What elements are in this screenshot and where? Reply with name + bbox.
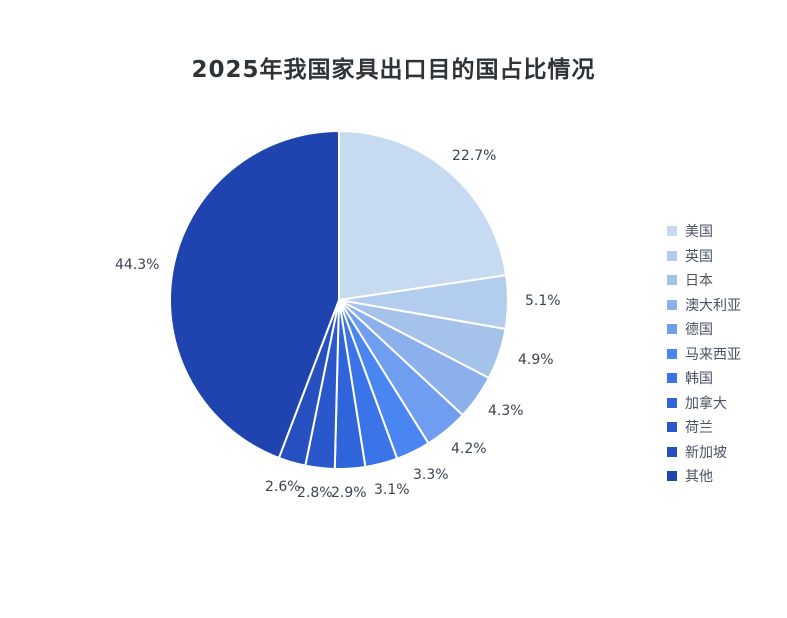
legend-swatch-icon — [667, 373, 677, 384]
legend-item: 马来西亚 — [667, 342, 741, 367]
slice-label: 4.3% — [488, 403, 524, 419]
pie-slice-10 — [169, 129, 340, 460]
legend-label: 美国 — [685, 224, 713, 241]
legend-label: 新加坡 — [685, 444, 727, 461]
legend-label: 韩国 — [685, 371, 713, 388]
slice-label: 3.3% — [413, 467, 449, 483]
legend-label: 荷兰 — [685, 420, 713, 437]
legend-item: 加拿大 — [667, 391, 741, 416]
legend-item: 澳大利亚 — [667, 293, 741, 318]
slice-label: 3.1% — [374, 482, 410, 498]
slice-label: 2.8% — [297, 485, 333, 501]
legend-label: 加拿大 — [685, 395, 727, 412]
legend-label: 日本 — [685, 273, 713, 290]
legend-label: 德国 — [685, 322, 713, 339]
legend-swatch-icon — [667, 422, 677, 433]
legend-swatch-icon — [667, 324, 677, 335]
legend-item: 荷兰 — [667, 415, 741, 440]
slice-label: 2.9% — [331, 485, 367, 501]
legend-swatch-icon — [667, 446, 677, 457]
slice-label: 44.3% — [115, 257, 160, 273]
legend-item: 英国 — [667, 244, 741, 269]
legend-swatch-icon — [667, 471, 677, 482]
legend-swatch-icon — [667, 397, 677, 408]
legend-label: 英国 — [685, 248, 713, 265]
legend-item: 日本 — [667, 268, 741, 293]
legend-swatch-icon — [667, 275, 677, 286]
legend-label: 澳大利亚 — [685, 297, 741, 314]
legend-label: 马来西亚 — [685, 346, 741, 363]
chart-title: 2025年我国家具出口目的国占比情况 — [191, 57, 596, 83]
slice-label: 2.6% — [265, 479, 301, 495]
legend-item: 韩国 — [667, 366, 741, 391]
slice-label: 22.7% — [452, 148, 497, 164]
slice-label: 5.1% — [525, 293, 561, 309]
slice-label: 4.2% — [451, 441, 487, 457]
legend-swatch-icon — [667, 250, 677, 261]
legend-item: 其他 — [667, 464, 741, 489]
legend-swatch-icon — [667, 299, 677, 310]
pie-slice-0 — [338, 129, 508, 302]
legend-swatch-icon — [667, 226, 677, 237]
legend-label: 其他 — [685, 469, 713, 486]
legend-item: 新加坡 — [667, 440, 741, 465]
legend-swatch-icon — [667, 348, 677, 359]
legend: 美国英国日本澳大利亚德国马来西亚韩国加拿大荷兰新加坡其他 — [667, 219, 741, 489]
slice-label: 4.9% — [518, 352, 554, 368]
legend-item: 美国 — [667, 219, 741, 244]
legend-item: 德国 — [667, 317, 741, 342]
